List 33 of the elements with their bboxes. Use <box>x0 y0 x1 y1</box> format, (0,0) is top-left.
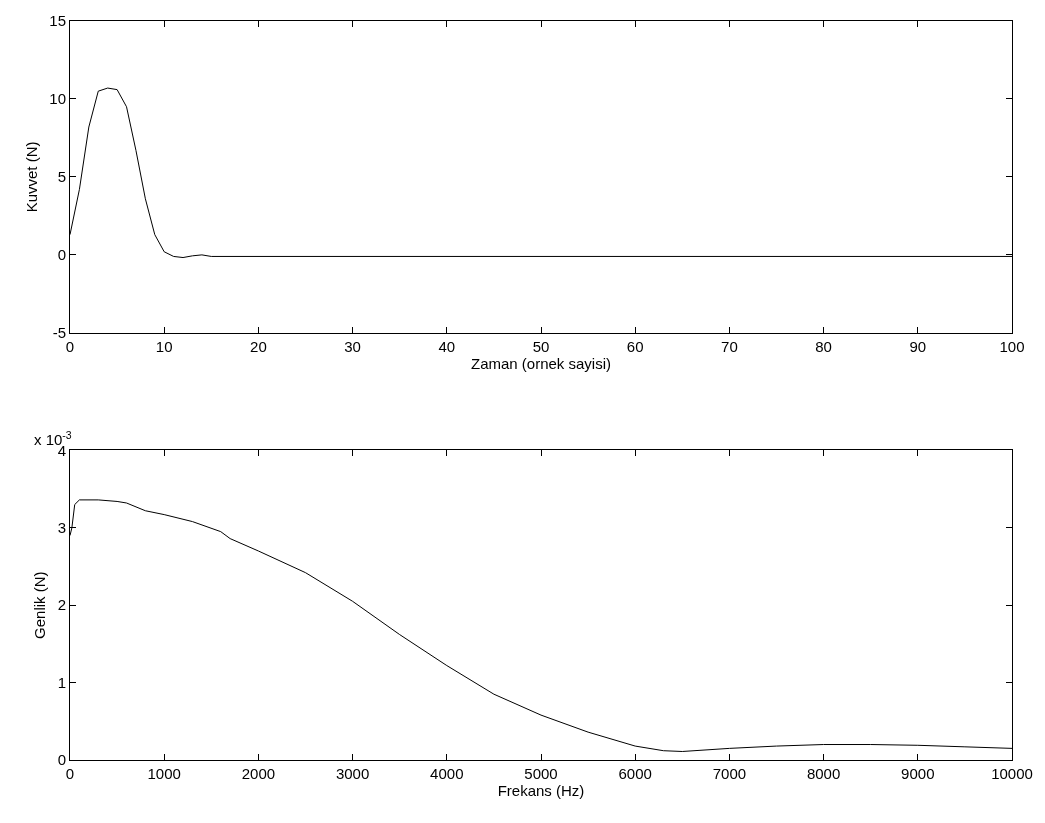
x-tick-label: 5000 <box>524 765 558 782</box>
y-tick-label: 3 <box>57 519 66 537</box>
y-axis-title: Kuvvet (N) <box>22 141 40 213</box>
x-axis-title: Zaman (ornek sayisi) <box>470 354 612 372</box>
y-tick-label: 15 <box>49 12 66 30</box>
x-tick-label: 10 <box>155 337 173 355</box>
x-tick-label: 3000 <box>335 765 370 782</box>
y-tick-label: 2 <box>57 596 66 614</box>
x-tick-label: 100 <box>999 337 1025 355</box>
x-tick-label: 9000 <box>901 765 935 782</box>
x-tick-label: 50 <box>532 337 550 355</box>
x-tick-label: 7000 <box>712 765 747 782</box>
x-tick-label: 90 <box>909 337 927 355</box>
y-tick-label: 0 <box>57 246 66 264</box>
x-tick-label: 80 <box>815 337 832 355</box>
x-tick-label: 20 <box>250 337 267 355</box>
x-tick-label: 30 <box>344 337 361 355</box>
y-tick-label: 10 <box>49 90 66 108</box>
x-tick-label: 8000 <box>806 765 841 782</box>
x-tick-label: 40 <box>438 337 456 355</box>
x-tick-label: 70 <box>721 337 738 355</box>
x-tick-label: 4000 <box>430 765 464 782</box>
x-tick-label: 1000 <box>147 765 181 782</box>
x-tick-label: 6000 <box>618 765 652 782</box>
y-tick-label: 1 <box>57 673 66 691</box>
y-tick-label: -5 <box>52 324 66 342</box>
x-tick-label: 60 <box>626 337 644 355</box>
x-tick-label: 10000 <box>991 765 1033 782</box>
y-tick-label: 5 <box>57 168 66 186</box>
x-axis-title: Frekans (Hz) <box>497 782 585 799</box>
y-tick-label: 0 <box>57 751 66 769</box>
x-tick-label: 2000 <box>241 765 276 782</box>
y-axis-title: Genlik (N) <box>30 571 48 639</box>
